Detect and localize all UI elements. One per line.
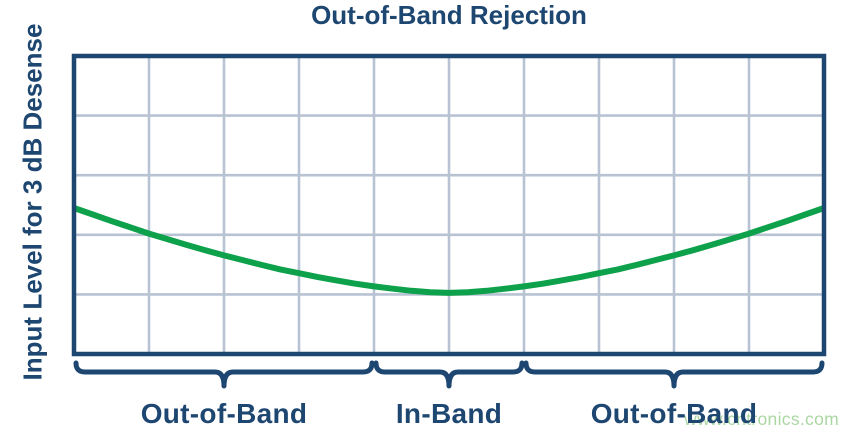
band-braces xyxy=(73,360,825,389)
band-label-out-of-band-right: Out-of-Band xyxy=(590,398,758,429)
band-label-out-of-band-left: Out-of-Band xyxy=(140,398,308,429)
band-brace xyxy=(523,360,825,389)
band-brace xyxy=(373,360,525,389)
chart-title: Out-of-Band Rejection xyxy=(311,0,587,30)
desense-curve xyxy=(73,205,825,296)
grid-lines xyxy=(74,56,824,354)
band-brace xyxy=(73,360,375,389)
band-label-in-band: In-Band xyxy=(395,398,503,429)
plot-border xyxy=(71,53,827,357)
watermark: www.cntronics.com xyxy=(684,409,839,429)
